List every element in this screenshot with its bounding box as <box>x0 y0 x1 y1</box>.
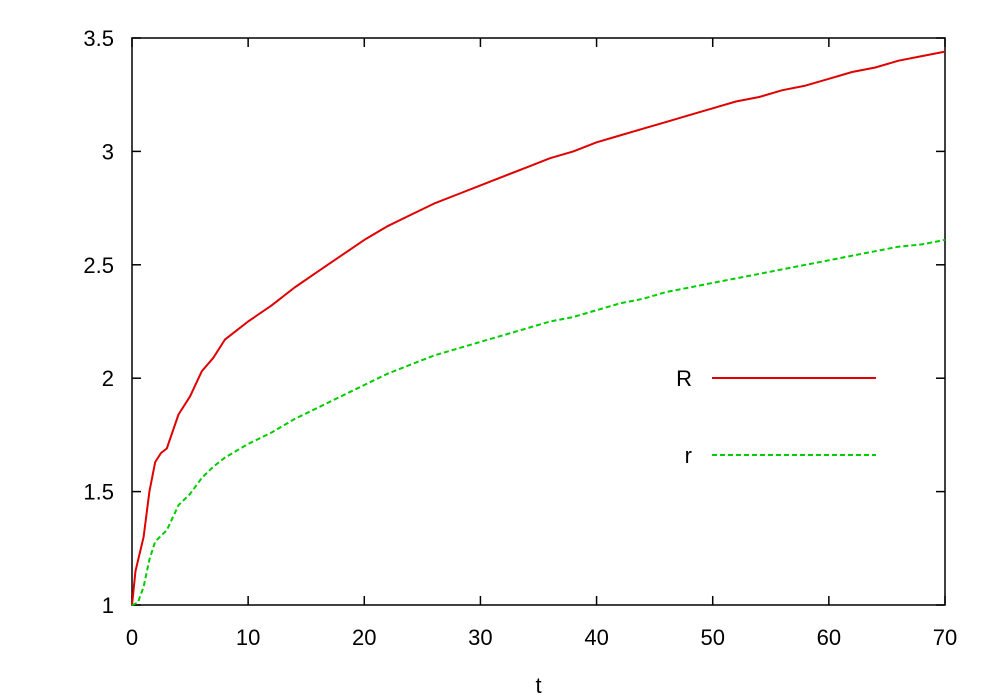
tick-marks <box>131 37 946 606</box>
y-tick-label: 2.5 <box>83 253 114 278</box>
legend-label-r: r <box>685 443 692 468</box>
x-tick-label: 30 <box>468 625 492 650</box>
x-tick-label: 0 <box>126 625 138 650</box>
y-tick-label: 1.5 <box>83 480 114 505</box>
x-tick-label: 50 <box>700 625 724 650</box>
tick-labels: 0 10 20 30 40 50 60 70 1 1.5 2 2.5 3 3.5 <box>83 26 957 650</box>
series-lines <box>131 50 946 606</box>
x-axis-label: t <box>535 673 541 698</box>
plot-frame <box>131 37 946 606</box>
series-line-R <box>131 50 946 606</box>
x-tick-label: 10 <box>236 625 260 650</box>
y-tick-label: 2 <box>102 366 114 391</box>
legend: Rr <box>676 366 876 468</box>
legend-label-R: R <box>676 366 692 391</box>
y-tick-label: 1 <box>102 593 114 618</box>
x-tick-label: 60 <box>817 625 841 650</box>
x-tick-label: 70 <box>933 625 957 650</box>
y-tick-label: 3.5 <box>83 26 114 51</box>
x-tick-label: 20 <box>352 625 376 650</box>
y-tick-label: 3 <box>102 139 114 164</box>
series-line-r <box>131 238 946 606</box>
x-tick-label: 40 <box>584 625 608 650</box>
